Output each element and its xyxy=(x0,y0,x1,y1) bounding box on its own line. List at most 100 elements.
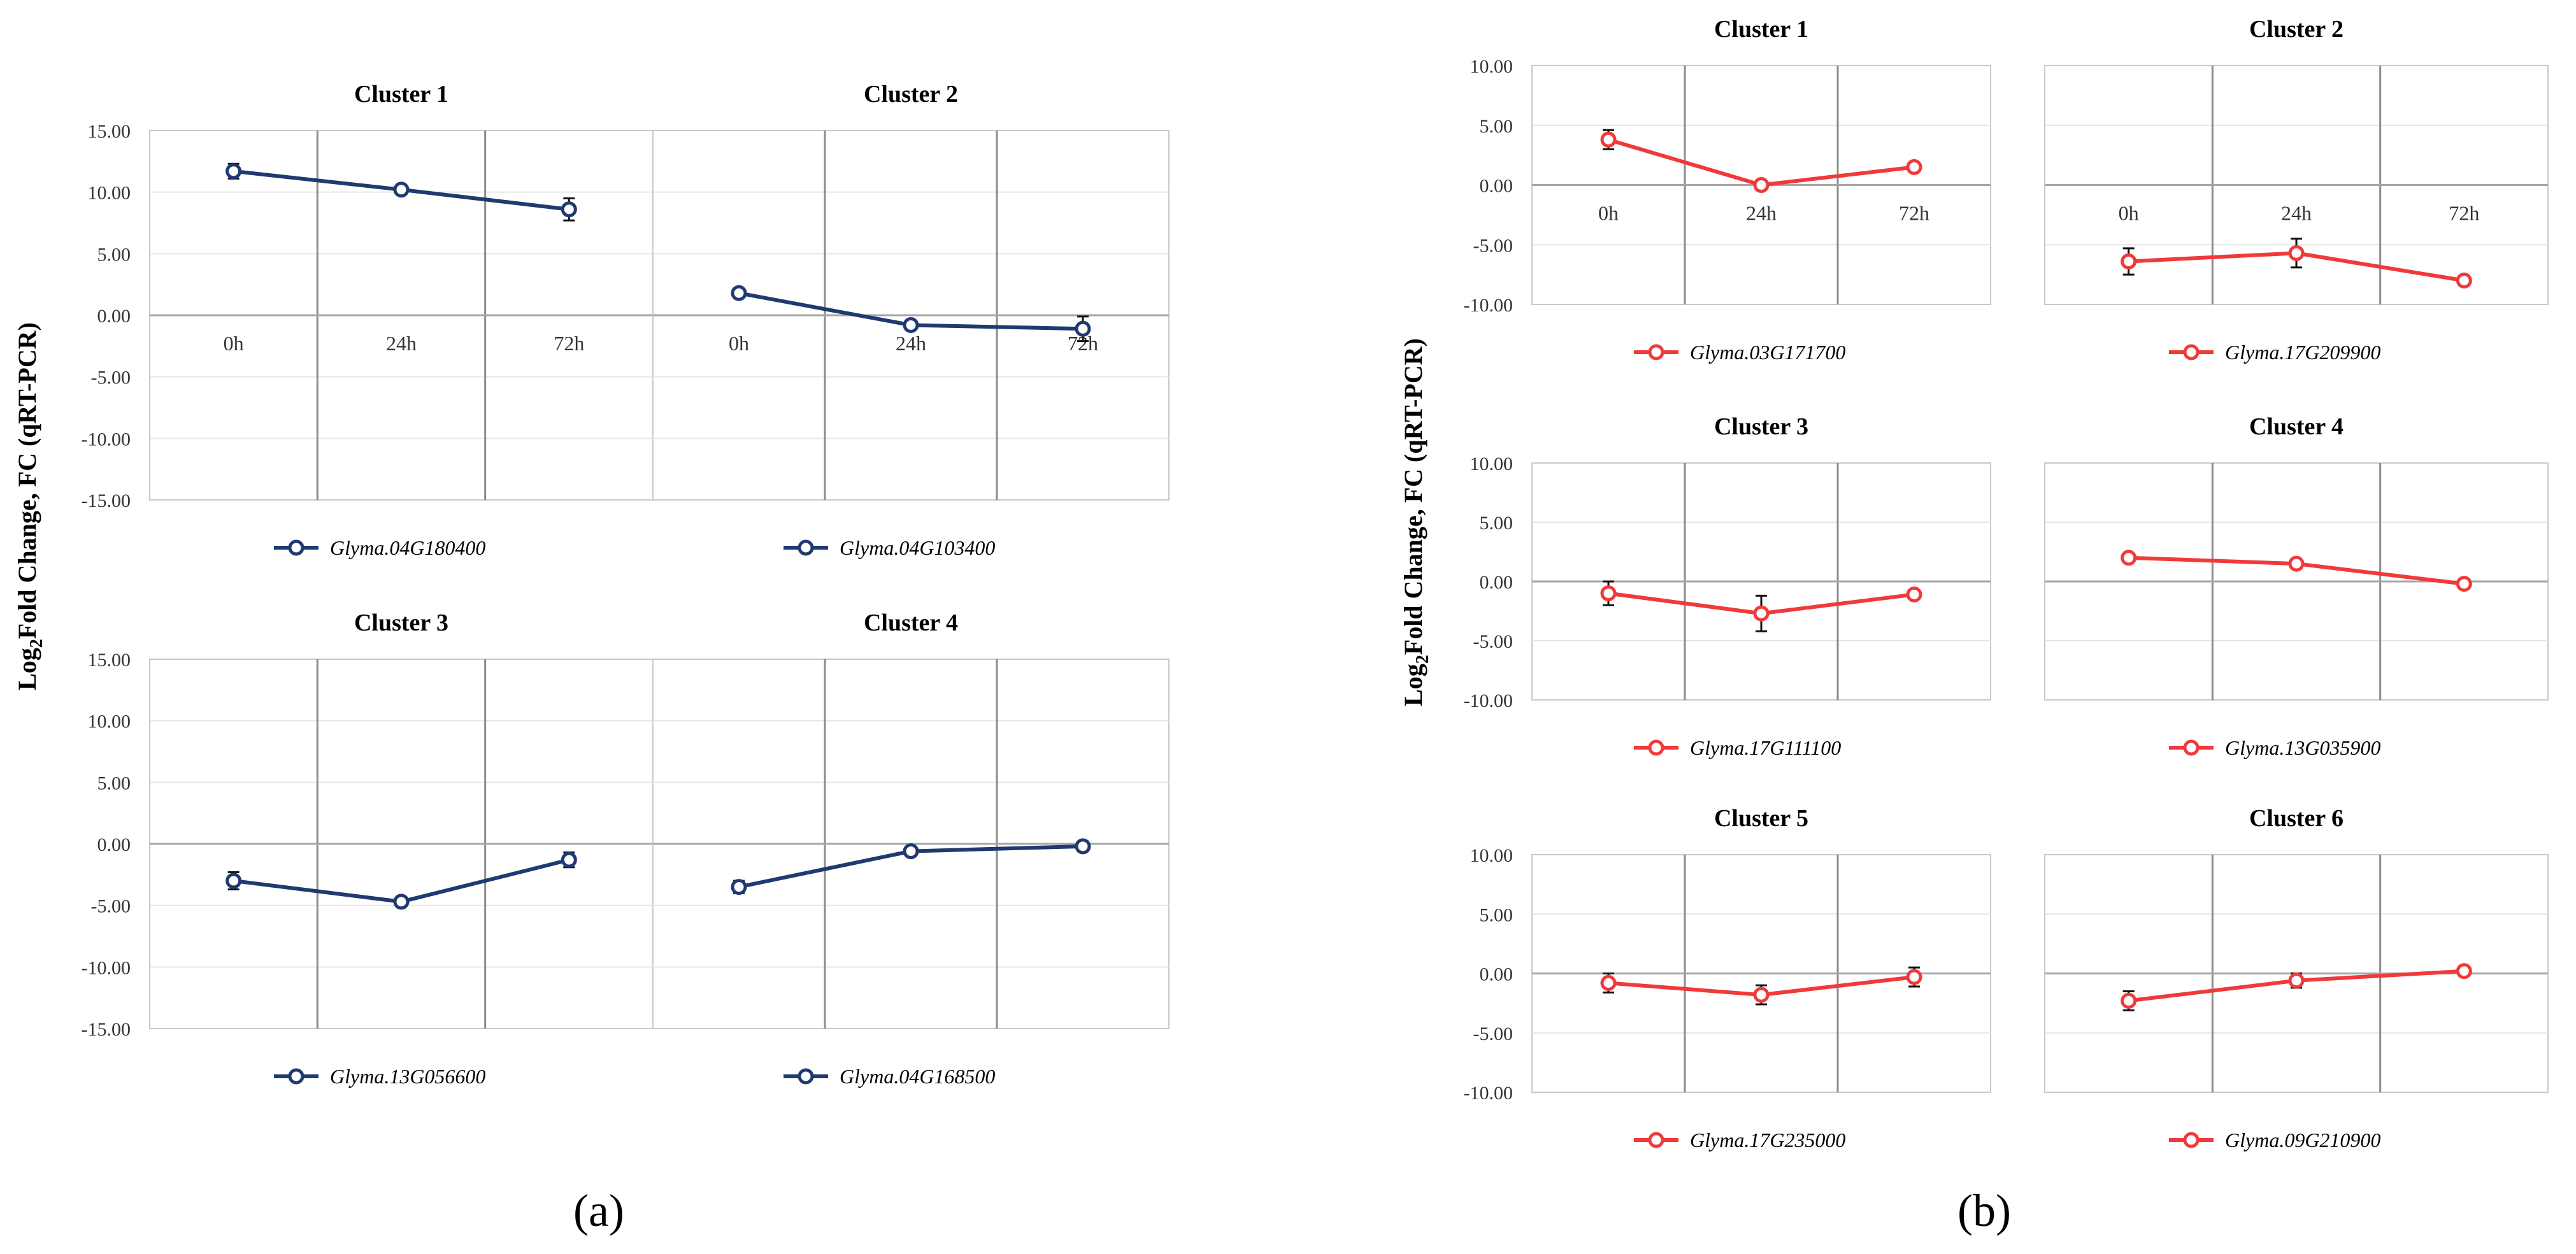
charts-layer: Cluster 1 15.00 10.00 5.00 0.00 -5.00 -10.00 -1… xyxy=(82,16,2549,1151)
ylabel-a-main: Log xyxy=(13,648,41,690)
legend-label: Glyma.17G235000 xyxy=(1690,1129,1845,1151)
legend-label: Glyma.13G035900 xyxy=(2225,736,2380,759)
x-tick-label: 24h xyxy=(1746,202,1777,225)
data-point xyxy=(1075,838,1091,855)
legend: Glyma.17G209900 xyxy=(2169,341,2380,364)
legend: Glyma.04G168500 xyxy=(784,1065,995,1088)
data-point xyxy=(2121,550,2137,566)
panel-label-a: (a) xyxy=(573,1185,624,1236)
legend: Glyma.04G180400 xyxy=(274,536,485,559)
chart-b6: Cluster 6 Glyma.09G210900 xyxy=(2044,805,2549,1151)
y-tick-label: -5.00 xyxy=(1473,631,1513,652)
ylabel-b-sub: 2 xyxy=(1413,655,1433,664)
data-point xyxy=(1600,974,1617,991)
chart-title: Cluster 2 xyxy=(2249,16,2343,43)
legend-label: Glyma.09G210900 xyxy=(2225,1129,2380,1151)
y-tick-label: 10.00 xyxy=(1470,56,1513,77)
ylabel-panel-b: Log2Fold Change, FC (qRT-PCR) xyxy=(1399,338,1433,706)
chart-title: Cluster 5 xyxy=(1714,805,1808,832)
data-point xyxy=(1075,320,1091,337)
y-tick-label: 10.00 xyxy=(88,711,131,732)
data-point xyxy=(561,201,577,218)
legend-marker xyxy=(798,539,814,556)
y-tick-label: 0.00 xyxy=(1480,572,1513,593)
data-point xyxy=(2456,576,2472,592)
legend: Glyma.09G210900 xyxy=(2169,1129,2380,1151)
chart-b5: Cluster 5 10.00 5.00 0.00 -5.00 -10.00 Glyma.1… xyxy=(1464,805,1991,1151)
ylabel-b-rest: Fold Change, FC (qRT-PCR) xyxy=(1399,338,1428,655)
data-point xyxy=(393,894,410,910)
legend-marker xyxy=(1648,739,1664,756)
legend-label: Glyma.17G111100 xyxy=(1690,736,1841,759)
x-tick-label: 0h xyxy=(2119,202,2139,225)
y-tick-label: 10.00 xyxy=(88,183,131,204)
data-point xyxy=(225,163,242,180)
y-tick-label: -15.00 xyxy=(82,1019,131,1040)
chart-b2: Cluster 2 0h 24h 72h Glyma.17G209900 xyxy=(2044,16,2549,364)
legend-marker xyxy=(2183,344,2200,360)
y-tick-label: -5.00 xyxy=(1473,1023,1513,1044)
y-tick-label: 0.00 xyxy=(1480,176,1513,197)
y-tick-label: -5.00 xyxy=(91,367,131,388)
data-point xyxy=(1906,586,1922,602)
chart-a1: Cluster 1 15.00 10.00 5.00 0.00 -5.00 -10.00 -1… xyxy=(82,81,654,559)
chart-b4: Cluster 4 Glyma.13G035900 xyxy=(2044,413,2549,759)
legend-marker xyxy=(1648,1132,1664,1148)
chart-title: Cluster 4 xyxy=(2249,413,2343,440)
data-point xyxy=(1906,159,1922,175)
y-tick-label: 5.00 xyxy=(97,773,131,794)
ylabel-panel-a: Log2Fold Change, FC (qRT-PCR) xyxy=(13,322,47,690)
y-tick-label: 10.00 xyxy=(1470,453,1513,474)
chart-a4: Cluster 4 Glyma.04G168500 xyxy=(652,609,1170,1088)
data-point xyxy=(2456,963,2472,980)
data-point xyxy=(2288,973,2305,989)
y-tick-label: 0.00 xyxy=(1480,964,1513,985)
legend: Glyma.13G056600 xyxy=(274,1065,485,1088)
data-point xyxy=(1600,585,1617,602)
y-tick-label: 5.00 xyxy=(1480,513,1513,534)
data-point xyxy=(903,317,919,333)
legend-marker xyxy=(288,539,304,556)
legend-label: Glyma.13G056600 xyxy=(330,1065,485,1088)
panel-label-b: (b) xyxy=(1957,1185,2011,1236)
y-tick-label: -10.00 xyxy=(1464,690,1513,711)
x-tick-label: 0h xyxy=(1598,202,1619,225)
legend-label: Glyma.04G180400 xyxy=(330,536,485,559)
legend-marker xyxy=(1648,344,1664,360)
x-tick-label: 24h xyxy=(896,332,926,355)
y-tick-label: 0.00 xyxy=(97,306,131,327)
data-point xyxy=(2288,245,2305,261)
y-tick-label: 0.00 xyxy=(97,834,131,855)
x-tick-label: 72h xyxy=(2449,202,2479,225)
legend: Glyma.13G035900 xyxy=(2169,736,2380,759)
chart-title: Cluster 3 xyxy=(1714,413,1808,440)
x-tick-label: 72h xyxy=(554,332,584,355)
chart-title: Cluster 3 xyxy=(354,609,448,636)
chart-b1: Cluster 1 10.00 5.00 0.00 -5.00 -10.00 0h 24h 72… xyxy=(1464,16,1991,364)
y-tick-label: 5.00 xyxy=(97,244,131,265)
legend-marker xyxy=(288,1068,304,1085)
data-point xyxy=(731,879,747,895)
y-tick-label: -10.00 xyxy=(82,957,131,978)
x-tick-label: 24h xyxy=(386,332,417,355)
data-point xyxy=(2121,992,2137,1009)
y-tick-label: -5.00 xyxy=(91,896,131,917)
x-tick-label: 24h xyxy=(2281,202,2312,225)
ylabel-a-rest: Fold Change, FC (qRT-PCR) xyxy=(13,322,41,639)
y-tick-label: 10.00 xyxy=(1470,845,1513,866)
y-tick-label: 15.00 xyxy=(88,121,131,142)
legend-marker xyxy=(2183,739,2200,756)
y-tick-label: 5.00 xyxy=(1480,116,1513,137)
legend-label: Glyma.04G168500 xyxy=(840,1065,995,1088)
ylabel-b-main: Log xyxy=(1399,664,1428,706)
y-tick-label: -10.00 xyxy=(82,429,131,450)
data-point xyxy=(2121,253,2137,269)
legend-label: Glyma.04G103400 xyxy=(840,536,995,559)
legend: Glyma.04G103400 xyxy=(784,536,995,559)
data-point xyxy=(731,285,747,301)
legend-marker xyxy=(2183,1132,2200,1148)
y-tick-label: -15.00 xyxy=(82,490,131,511)
legend: Glyma.17G111100 xyxy=(1634,736,1841,759)
